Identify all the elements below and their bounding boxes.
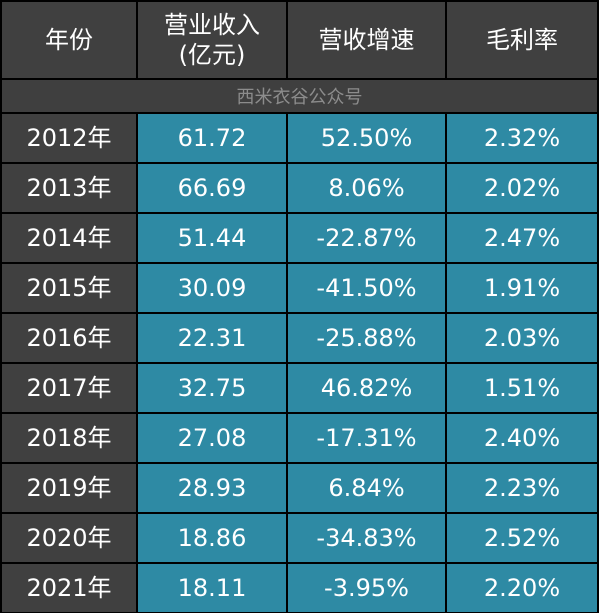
table-cell-margin: 1.51%: [447, 364, 597, 412]
table-cell-revenue: 18.86: [138, 514, 286, 562]
table-cell-revenue: 51.44: [138, 214, 286, 262]
table-cell-growth: 52.50%: [288, 114, 445, 162]
table-cell-revenue: 27.08: [138, 414, 286, 462]
table-cell-year: 2018年: [2, 414, 136, 462]
table-cell-margin: 2.52%: [447, 514, 597, 562]
table-row: 2013年 66.69 8.06% 2.02%: [0, 164, 599, 212]
table-cell-growth: -25.88%: [288, 314, 445, 362]
table-row: 2019年 28.93 6.84% 2.23%: [0, 464, 599, 512]
table-cell-year: 2013年: [2, 164, 136, 212]
table-cell-year: 2019年: [2, 464, 136, 512]
table-cell-revenue: 66.69: [138, 164, 286, 212]
column-header-margin: 毛利率: [447, 2, 597, 78]
table-cell-growth: 6.84%: [288, 464, 445, 512]
table-cell-revenue: 28.93: [138, 464, 286, 512]
table-cell-growth: 8.06%: [288, 164, 445, 212]
table-cell-margin: 2.23%: [447, 464, 597, 512]
column-header-growth: 营收增速: [288, 2, 445, 78]
table-cell-margin: 2.40%: [447, 414, 597, 462]
table-row: 2017年 32.75 46.82% 1.51%: [0, 364, 599, 412]
table-cell-margin: 2.03%: [447, 314, 597, 362]
table-cell-growth: -34.83%: [288, 514, 445, 562]
table-cell-year: 2012年: [2, 114, 136, 162]
table-cell-growth: -41.50%: [288, 264, 445, 312]
table-row: 2014年 51.44 -22.87% 2.47%: [0, 214, 599, 262]
column-header-year: 年份: [2, 2, 136, 78]
table-row: 2016年 22.31 -25.88% 2.03%: [0, 314, 599, 362]
table-cell-year: 2021年: [2, 564, 136, 612]
table-cell-growth: -3.95%: [288, 564, 445, 612]
table-cell-margin: 2.02%: [447, 164, 597, 212]
table-cell-revenue: 32.75: [138, 364, 286, 412]
table-cell-growth: 46.82%: [288, 364, 445, 412]
table-row: 2018年 27.08 -17.31% 2.40%: [0, 414, 599, 462]
table-cell-margin: 2.47%: [447, 214, 597, 262]
table-cell-revenue: 61.72: [138, 114, 286, 162]
source-note-row: 西米衣谷公众号: [0, 80, 599, 112]
table-row: 2020年 18.86 -34.83% 2.52%: [0, 514, 599, 562]
table-cell-year: 2015年: [2, 264, 136, 312]
table-cell-year: 2020年: [2, 514, 136, 562]
table-row: 2015年 30.09 -41.50% 1.91%: [0, 264, 599, 312]
table-header-row: 年份 营业收入 (亿元) 营收增速 毛利率: [0, 2, 599, 78]
column-header-revenue: 营业收入 (亿元): [138, 2, 286, 78]
source-watermark: 西米衣谷公众号: [2, 80, 597, 112]
table-cell-margin: 2.32%: [447, 114, 597, 162]
table-cell-growth: -17.31%: [288, 414, 445, 462]
table-cell-revenue: 18.11: [138, 564, 286, 612]
table-cell-revenue: 22.31: [138, 314, 286, 362]
table-cell-year: 2017年: [2, 364, 136, 412]
table-cell-revenue: 30.09: [138, 264, 286, 312]
table-cell-year: 2016年: [2, 314, 136, 362]
table-row: 2012年 61.72 52.50% 2.32%: [0, 114, 599, 162]
table-cell-margin: 2.20%: [447, 564, 597, 612]
table-cell-year: 2014年: [2, 214, 136, 262]
table-row: 2021年 18.11 -3.95% 2.20%: [0, 564, 599, 612]
table-cell-growth: -22.87%: [288, 214, 445, 262]
table-cell-margin: 1.91%: [447, 264, 597, 312]
